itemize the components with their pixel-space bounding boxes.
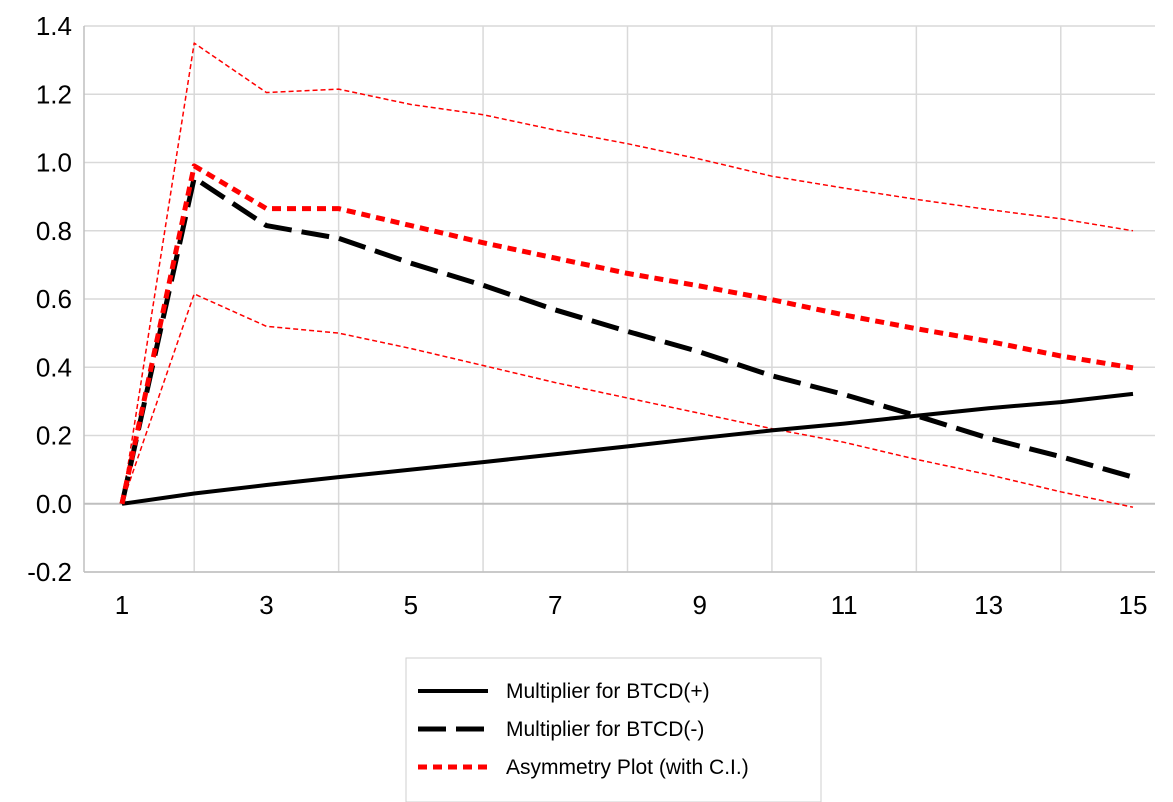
y-tick-label: 0.8 bbox=[36, 216, 72, 246]
y-tick-label: 1.4 bbox=[36, 11, 72, 41]
series-line bbox=[119, 163, 1134, 505]
legend: Multiplier for BTCD(+) Multiplier for BTC… bbox=[405, 657, 822, 802]
x-tick-label: 15 bbox=[1119, 590, 1148, 620]
y-tick-label: 0.6 bbox=[36, 284, 72, 314]
y-tick-label: 1.0 bbox=[36, 148, 72, 178]
x-tick-label: 13 bbox=[974, 590, 1003, 620]
y-axis-ticks: -0.2 0.0 0.2 0.4 0.6 0.8 1.0 1.2 1.4 bbox=[27, 11, 72, 587]
y-tick-label: -0.2 bbox=[27, 557, 72, 587]
x-tick-label: 3 bbox=[259, 590, 273, 620]
series-line bbox=[119, 175, 1134, 505]
legend-label: Asymmetry Plot (with C.I.) bbox=[506, 756, 749, 779]
x-tick-label: 11 bbox=[831, 590, 858, 620]
series-line bbox=[121, 391, 1134, 506]
legend-label: Multiplier for BTCD(-) bbox=[506, 718, 704, 741]
series-upper-ci bbox=[121, 42, 1134, 504]
y-tick-label: 0.0 bbox=[36, 489, 72, 519]
plot-series bbox=[119, 42, 1134, 508]
x-tick-label: 9 bbox=[692, 590, 706, 620]
legend-label: Multiplier for BTCD(+) bbox=[506, 680, 710, 703]
y-tick-label: 1.2 bbox=[36, 79, 72, 109]
x-tick-label: 7 bbox=[548, 590, 562, 620]
y-tick-label: 0.2 bbox=[36, 421, 72, 451]
x-tick-label: 5 bbox=[404, 590, 418, 620]
x-axis-ticks: 1 3 5 7 9 11 13 15 bbox=[115, 590, 1148, 620]
axes bbox=[83, 26, 1155, 573]
y-tick-label: 0.4 bbox=[36, 352, 72, 382]
x-tick-label: 1 bbox=[115, 590, 129, 620]
gridlines bbox=[84, 25, 1155, 573]
